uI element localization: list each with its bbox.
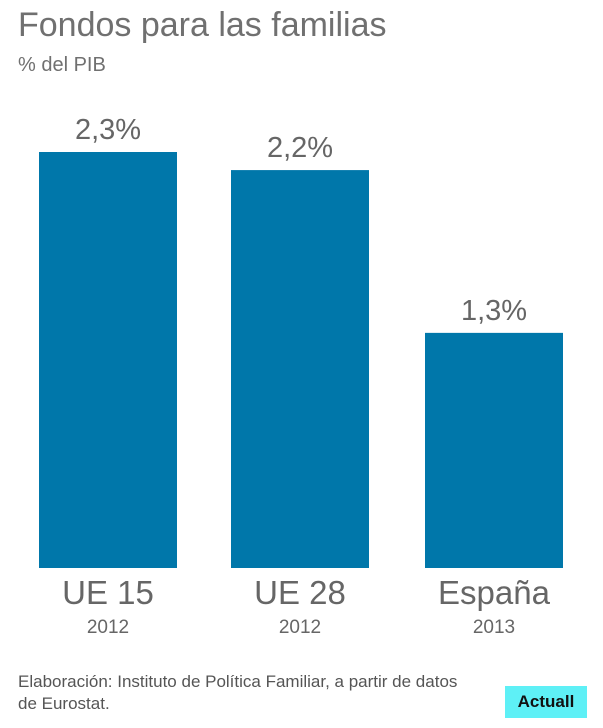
value-label-1: 2,3% (75, 114, 141, 146)
value-label-2: 2,2% (267, 132, 333, 164)
category-label-1: UE 15 (62, 574, 154, 611)
bar-2 (231, 170, 369, 568)
category-label-2: UE 28 (254, 574, 346, 611)
bar-3 (425, 332, 563, 568)
bar-chart: 2,3% UE 15 2012 2,2% UE 28 2012 1,3% España 2013 (39, 114, 563, 638)
source-note: Elaboración: Instituto de Política Famil… (18, 672, 458, 713)
year-label-2: 2012 (279, 617, 321, 638)
year-label-3: 2013 (473, 617, 515, 638)
value-label-3: 1,3% (461, 295, 527, 327)
chart-title: Fondos para las familias (18, 6, 387, 44)
brand-logo: Actuall (505, 686, 587, 718)
year-label-1: 2012 (87, 617, 129, 638)
category-label-3: España (438, 574, 551, 611)
bar-1 (39, 152, 177, 568)
chart-subtitle: % del PIB (18, 54, 106, 76)
